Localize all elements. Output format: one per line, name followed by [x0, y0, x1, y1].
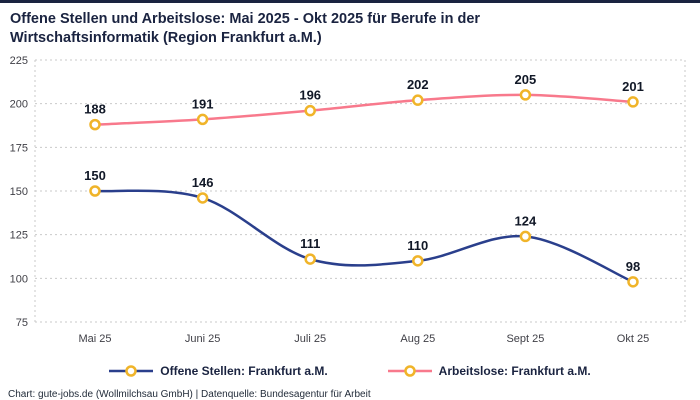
data-value-label: 98: [626, 259, 640, 274]
data-value-label: 124: [515, 213, 537, 228]
data-point-marker: [412, 254, 424, 267]
data-value-label: 205: [515, 72, 537, 87]
data-point-marker: [412, 94, 424, 106]
chart-footer: Chart: gute-jobs.de (Wollmilchsau GmbH) …: [8, 389, 371, 400]
y-tick-label: 100: [10, 273, 28, 285]
data-point-marker: [89, 118, 101, 131]
data-value-label: 146: [192, 175, 214, 190]
legend-label: Arbeitslose: Frankfurt a.M.: [438, 363, 591, 378]
data-value-label: 191: [192, 96, 214, 111]
data-value-label: 196: [299, 87, 321, 102]
chart-area: 75 100 125 150 175 200 225 Mai 25 Juni 25 Juli 25…: [0, 50, 700, 357]
data-point-marker: [519, 230, 532, 242]
line-chart: 75 100 125 150 175 200 225 Mai 25 Juni 25 Juli 25…: [10, 55, 686, 345]
series-line: [93, 93, 635, 126]
legend-item-offene-stellen[interactable]: Offene Stellen: Frankfurt a.M.: [109, 363, 328, 378]
data-value-label: 111: [300, 236, 320, 251]
y-tick-label: 75: [16, 317, 28, 329]
legend-marker-icon: [387, 365, 432, 377]
x-tick-label: Sept 25: [506, 333, 544, 345]
data-value-label: 150: [84, 168, 106, 183]
legend-label: Offene Stellen: Frankfurt a.M.: [160, 363, 328, 378]
y-tick-label: 200: [10, 98, 28, 110]
y-tick-label: 225: [10, 55, 28, 67]
data-point-marker: [196, 191, 209, 204]
data-point-marker: [304, 253, 316, 265]
data-point-marker: [196, 113, 209, 125]
data-value-label: 202: [407, 77, 429, 92]
x-tick-label: Juni 25: [185, 333, 220, 345]
data-point-marker: [627, 275, 639, 288]
data-value-label: 201: [622, 79, 644, 94]
x-tick-label: Okt 25: [617, 333, 649, 345]
data-point-marker: [627, 95, 639, 108]
chart-legend: Offene Stellen: Frankfurt a.M. Arbeitslos…: [0, 359, 700, 383]
data-point-marker: [89, 184, 101, 197]
y-tick-label: 175: [10, 142, 28, 154]
data-value-label: 188: [84, 101, 106, 116]
legend-marker-icon: [109, 365, 154, 377]
x-tick-label: Aug 25: [400, 333, 435, 345]
data-value-label: 110: [407, 238, 428, 253]
legend-item-arbeitslose[interactable]: Arbeitslose: Frankfurt a.M.: [387, 363, 591, 378]
series-line: [93, 189, 635, 283]
data-point-marker: [304, 104, 316, 117]
y-tick-label: 150: [10, 186, 28, 198]
x-tick-label: Mai 25: [78, 333, 111, 345]
y-tick-label: 125: [10, 229, 28, 241]
chart-title: Offene Stellen und Arbeitslose: Mai 2025…: [10, 11, 481, 46]
x-tick-label: Juli 25: [294, 333, 326, 345]
data-point-marker: [519, 88, 532, 101]
